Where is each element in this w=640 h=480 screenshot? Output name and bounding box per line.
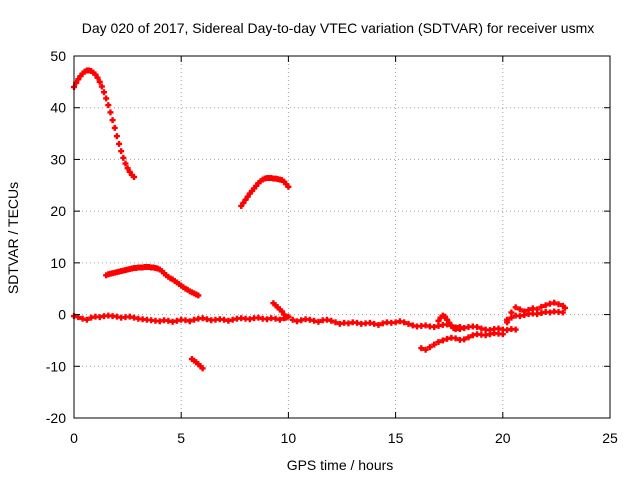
data-point — [512, 304, 519, 311]
x-axis-title: GPS time / hours — [287, 457, 394, 473]
data-point — [559, 309, 566, 316]
data-point — [103, 95, 110, 102]
data-point — [431, 341, 438, 348]
data-point — [516, 306, 523, 313]
data-point — [465, 334, 472, 341]
data-point — [118, 148, 125, 155]
x-axis-ticks: 0 5 10 15 20 25 — [70, 56, 618, 446]
data-point — [461, 336, 468, 343]
data-point — [422, 346, 429, 353]
y-tick-label: 0 — [58, 307, 66, 323]
data-point — [107, 109, 114, 116]
data-point — [508, 309, 515, 316]
series-track-spike — [270, 300, 290, 321]
plot-border — [73, 55, 611, 419]
data-point — [426, 344, 433, 351]
series-track-mid-arc — [238, 175, 292, 209]
data-point — [401, 319, 408, 326]
series-track-end-low — [504, 308, 566, 326]
data-point — [405, 320, 412, 327]
data-point — [199, 365, 206, 372]
y-tick-label: 20 — [50, 203, 66, 219]
data-point — [276, 316, 283, 323]
series-track-low-arc — [103, 263, 202, 299]
data-point — [474, 323, 481, 330]
x-tick-label: 5 — [177, 430, 185, 446]
data-point — [289, 316, 296, 323]
data-point — [332, 319, 339, 326]
x-tick-label: 10 — [281, 430, 297, 446]
data-point — [512, 326, 519, 333]
data-point — [116, 140, 123, 147]
data-series — [71, 67, 568, 372]
series-track-dip — [418, 330, 506, 353]
x-tick-label: 20 — [495, 430, 511, 446]
data-point — [131, 174, 138, 181]
data-point — [186, 318, 193, 325]
data-point — [435, 338, 442, 345]
data-point — [508, 314, 515, 321]
data-point — [375, 321, 382, 328]
axes — [73, 55, 611, 419]
data-point — [452, 335, 459, 342]
data-point — [96, 78, 103, 85]
series-track-high-arc — [71, 67, 138, 181]
data-point — [122, 160, 129, 167]
data-point — [561, 304, 568, 311]
data-point — [124, 165, 131, 172]
y-tick-label: 40 — [50, 100, 66, 116]
y-tick-label: -10 — [46, 358, 66, 374]
x-tick-label: 15 — [388, 430, 404, 446]
data-point — [538, 303, 545, 310]
data-point — [499, 331, 506, 338]
series-track-fragment — [188, 356, 206, 372]
data-point — [555, 301, 562, 308]
data-point — [120, 154, 127, 161]
data-point — [285, 183, 292, 190]
y-axis-title: SDTVAR / TECUs — [5, 182, 21, 294]
chart-title: Day 020 of 2017, Sidereal Day-to-day VTE… — [82, 20, 595, 36]
data-point — [283, 314, 290, 321]
data-point — [83, 316, 90, 323]
data-point — [111, 124, 118, 131]
y-tick-label: 50 — [50, 48, 66, 64]
data-point — [504, 319, 511, 326]
x-tick-label: 25 — [602, 430, 618, 446]
data-point — [456, 323, 463, 330]
data-point — [75, 314, 82, 321]
data-point — [105, 102, 112, 109]
data-point — [418, 345, 425, 352]
data-point — [94, 74, 101, 81]
y-tick-label: 10 — [50, 255, 66, 271]
data-point — [542, 302, 549, 309]
data-point — [551, 299, 558, 306]
grid — [74, 56, 610, 418]
y-tick-label: 30 — [50, 151, 66, 167]
data-point — [98, 83, 105, 90]
y-axis-ticks: -20 -10 0 10 20 30 40 50 — [46, 48, 610, 426]
data-point — [101, 89, 108, 96]
x-tick-label: 0 — [70, 430, 78, 446]
series-track-hump — [435, 312, 463, 333]
data-point — [439, 337, 446, 344]
y-tick-label: -20 — [46, 410, 66, 426]
data-point — [328, 317, 335, 324]
data-point — [113, 133, 120, 140]
data-point — [315, 318, 322, 325]
data-point — [109, 117, 116, 124]
data-point — [195, 292, 202, 299]
